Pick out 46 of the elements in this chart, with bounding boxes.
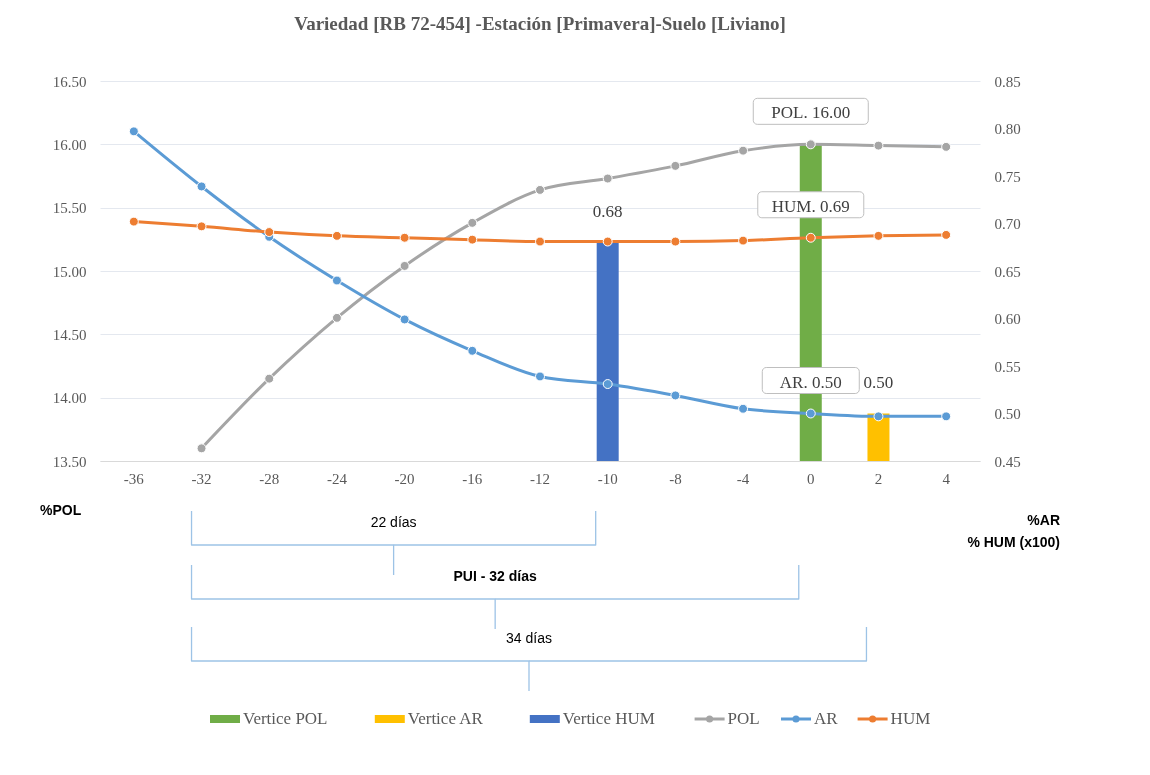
text: 34 días: [506, 630, 552, 646]
text: PUI - 32 días: [453, 568, 537, 584]
y2-tick-label: 0.50: [994, 406, 1021, 422]
legend-label: Vertice HUM: [562, 709, 655, 728]
chart-title: Variedad [RB 72-454] -Estación [Primavera]-Suelo [Liviano]: [294, 13, 786, 34]
text: 22 días: [370, 514, 417, 530]
y2-tick-label: 0.60: [994, 311, 1021, 327]
x-tick-label: -36: [123, 470, 145, 487]
y2-tick-label: 0.75: [994, 168, 1021, 185]
y-axis-title: %POL: [40, 502, 82, 518]
x-tick-label: -8: [669, 470, 682, 487]
x-tick-label: 2: [874, 470, 883, 487]
y2-tick-label: 0.85: [994, 73, 1021, 90]
y-tick-label: 14.00: [52, 390, 87, 407]
legend-label: Vertice POL: [243, 709, 328, 728]
x-tick-label: 4: [942, 470, 951, 487]
data-label: POL. 16.00: [771, 103, 851, 123]
legend-label: Vertice AR: [407, 709, 484, 728]
x-tick-label: -28: [259, 470, 280, 487]
data-label: 0.50: [863, 372, 894, 392]
x-tick-label: -20: [394, 470, 415, 487]
x-tick-label: -24: [326, 470, 348, 487]
y-tick-label: 15.00: [52, 263, 87, 280]
y-tick-label: 14.50: [52, 326, 87, 343]
y2-tick-label: 0.80: [994, 121, 1021, 137]
y2-tick-label: 0.45: [994, 453, 1021, 470]
data-label: HUM. 0.69: [771, 196, 850, 216]
y2-tick-label: 0.65: [994, 263, 1021, 280]
x-tick-label: -32: [191, 470, 212, 487]
y-tick-label: 13.50: [52, 453, 87, 470]
y2-tick-label: 0.70: [994, 216, 1021, 232]
legend-label: POL: [727, 709, 760, 728]
y-tick-label: 16.50: [52, 73, 87, 90]
x-tick-label: -12: [530, 470, 550, 487]
data-label: 0.68: [592, 201, 623, 221]
x-tick-label: -10: [597, 470, 618, 487]
legend-label: AR: [814, 709, 839, 728]
legend-label: HUM: [890, 709, 931, 728]
y-tick-label: 15.50: [52, 200, 87, 217]
y-tick-label: 16.00: [52, 136, 87, 153]
y2-tick-label: 0.55: [994, 358, 1021, 375]
x-tick-label: 0: [807, 470, 815, 487]
x-tick-label: -16: [462, 470, 483, 487]
x-tick-label: -4: [736, 470, 750, 487]
y2-axis-title: %AR % HUM (x100): [967, 512, 1060, 550]
data-label: AR. 0.50: [779, 372, 842, 392]
